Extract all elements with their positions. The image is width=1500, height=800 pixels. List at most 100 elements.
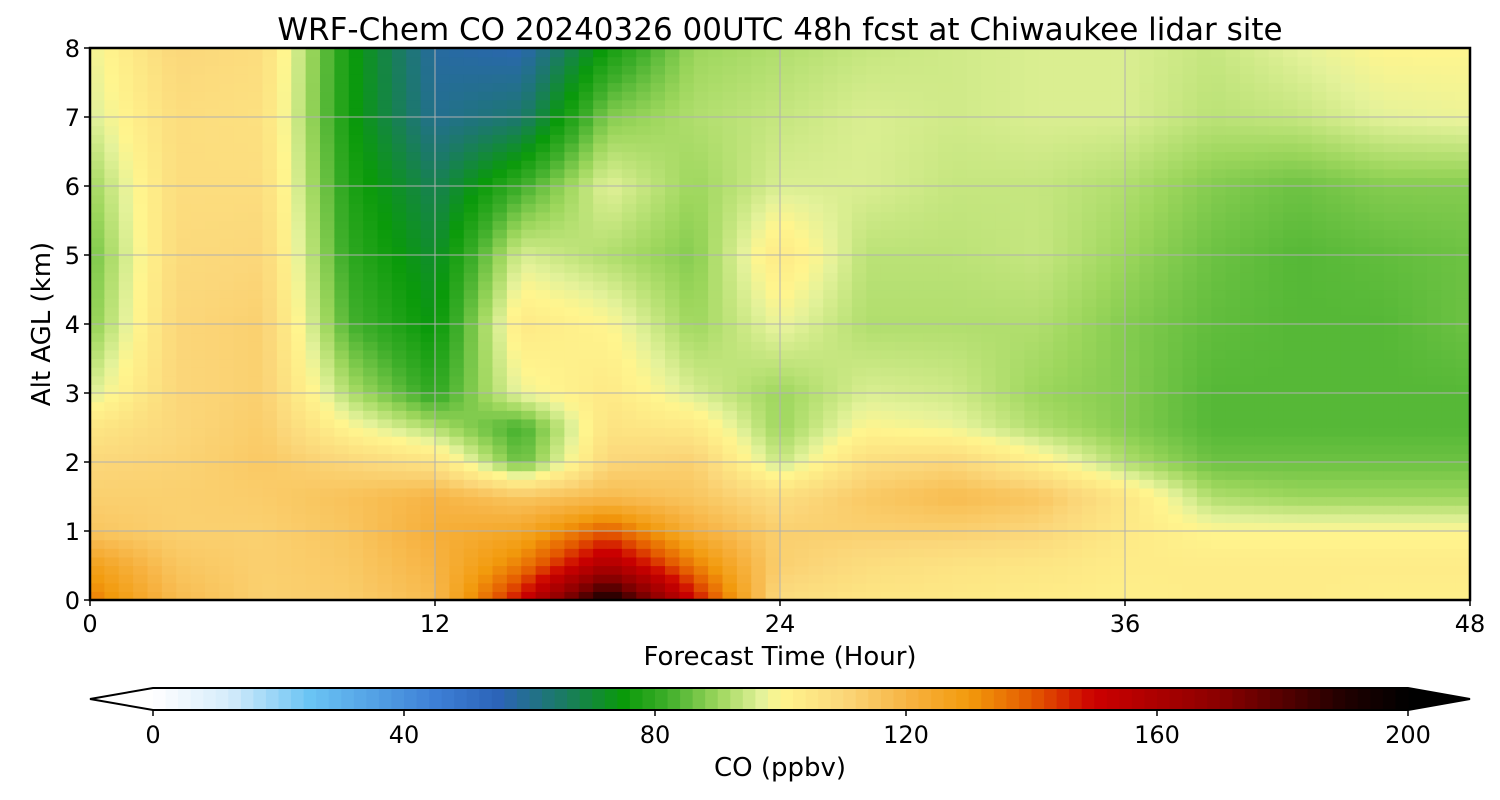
heatmap-cell [118,582,134,592]
heatmap-cell [1326,229,1342,239]
heatmap-cell [147,160,163,170]
heatmap-cell [780,203,795,213]
heatmap-cell [1211,375,1227,385]
heatmap-cell [736,341,752,351]
heatmap-cell [823,324,839,334]
heatmap-cell [262,211,278,222]
heatmap-cell [1038,194,1054,204]
heatmap-cell [1283,220,1299,230]
heatmap-cell [1024,203,1040,213]
heatmap-cell [1326,151,1342,161]
heatmap-cell [578,384,594,394]
heatmap-cell [794,160,810,170]
heatmap-cell [708,160,724,170]
heatmap-cell [564,194,580,204]
heatmap-cell [1053,531,1069,541]
heatmap-cell [233,591,249,600]
heatmap-cell [1355,306,1370,316]
heatmap-cell [262,229,278,239]
heatmap-cell [463,539,479,549]
heatmap-cell [190,393,206,403]
heatmap-cell [1297,444,1313,454]
heatmap-cell [550,203,565,213]
heatmap-cell [449,246,465,256]
heatmap-cell [1196,427,1212,437]
heatmap-cell [1038,479,1054,489]
heatmap-cell [981,332,997,342]
heatmap-cell [219,418,235,429]
heatmap-cell [808,289,824,299]
heatmap-cell [808,479,824,489]
heatmap-cell [923,505,939,515]
heatmap-cell [1211,401,1227,411]
heatmap-cell [291,418,307,429]
heatmap-cell [1024,574,1040,584]
heatmap-cell [1254,358,1270,368]
heatmap-cell [866,341,882,351]
heatmap-cell [391,168,407,178]
heatmap-cell [722,186,738,196]
heatmap-cell [794,263,810,273]
heatmap-cell [1326,565,1342,575]
heatmap-cell [1139,332,1155,342]
heatmap-cell [593,487,609,498]
heatmap-cell [1340,280,1356,291]
heatmap-cell [1398,280,1414,291]
heatmap-cell [219,341,235,351]
heatmap-cell [722,324,738,334]
heatmap-cell [1125,211,1140,222]
heatmap-cell [952,177,968,187]
heatmap-cell [880,220,896,230]
heatmap-cell [995,418,1011,429]
heatmap-cell [363,160,379,170]
heatmap-cell [823,427,839,437]
heatmap-cell [233,272,249,282]
heatmap-cell [1355,160,1370,170]
heatmap-cell [722,237,738,247]
heatmap-cell [90,211,105,222]
heatmap-cell [1398,470,1414,480]
heatmap-cell [1211,462,1227,472]
heatmap-cell [1355,194,1370,204]
heatmap-cell [895,565,910,575]
heatmap-cell [578,315,594,325]
heatmap-cell [636,462,652,472]
heatmap-cell [665,410,680,420]
heatmap-cell [348,384,364,394]
heatmap-cell [722,220,738,230]
heatmap-cell [808,298,824,308]
heatmap-cell [233,186,249,196]
heatmap-cell [320,168,335,178]
heatmap-cell [377,229,393,239]
heatmap-cell [334,513,350,523]
heatmap-cell [535,341,551,351]
heatmap-cell [320,306,335,316]
heatmap-cell [133,574,149,584]
heatmap-cell [1426,220,1442,230]
heatmap-cell [823,470,839,480]
heatmap-cell [938,151,954,161]
heatmap-cell [909,168,925,178]
heatmap-cell [1441,151,1457,161]
heatmap-cell [1355,280,1370,291]
heatmap-cell [1010,418,1025,429]
heatmap-cell [995,393,1011,403]
heatmap-cell [1196,280,1212,291]
heatmap-cell [736,324,752,334]
heatmap-cell [564,349,580,360]
heatmap-cell [708,384,724,394]
heatmap-cell [521,401,537,411]
heatmap-cell [1398,237,1414,247]
heatmap-cell [1240,315,1255,325]
heatmap-cell [665,177,680,187]
heatmap-cell [1038,384,1054,394]
heatmap-cell [765,565,781,575]
heatmap-cell [1326,367,1342,377]
heatmap-cell [1153,168,1169,178]
heatmap-cell [578,246,594,256]
heatmap-cell [1355,401,1370,411]
heatmap-cell [1355,487,1370,498]
heatmap-cell [578,548,594,558]
heatmap-cell [1211,349,1227,360]
heatmap-cell [1455,263,1470,273]
